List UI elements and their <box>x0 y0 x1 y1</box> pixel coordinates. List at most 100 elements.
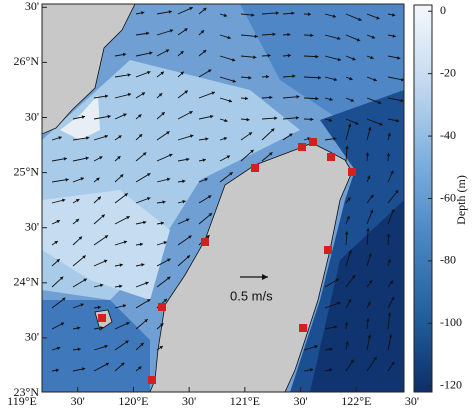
vector-head <box>99 283 104 288</box>
vector-head <box>369 209 374 214</box>
vector-head <box>185 218 190 222</box>
vector-head <box>147 70 151 75</box>
vector-head <box>142 152 147 156</box>
station <box>148 376 156 384</box>
vector-head <box>158 93 163 97</box>
vector-head <box>205 137 209 141</box>
vector-head <box>226 155 231 159</box>
vector-head <box>81 115 86 119</box>
vector-head <box>159 346 163 350</box>
vector-head <box>310 117 314 122</box>
vector-head <box>347 197 351 201</box>
vector-head <box>333 325 338 329</box>
vector-head <box>166 177 171 182</box>
colorbar-label: Depth (m) <box>454 175 468 225</box>
vector-head <box>184 28 188 32</box>
vector-head <box>356 38 361 42</box>
vector-head <box>127 73 131 77</box>
vector-head <box>400 77 404 82</box>
vector-head <box>248 75 252 80</box>
colorbar-tick-label: -100 <box>440 315 462 329</box>
station <box>299 324 307 332</box>
station <box>309 138 317 146</box>
deep-sea <box>310 200 404 392</box>
vector-head <box>168 153 173 158</box>
x-tick-label: 30' <box>182 394 196 408</box>
vector-head <box>373 357 377 361</box>
vector-head <box>292 74 296 78</box>
vector-head <box>204 178 208 182</box>
vector-head <box>122 52 127 57</box>
vector-head <box>119 263 123 267</box>
vector-head <box>391 361 395 366</box>
vector-head <box>75 218 80 223</box>
vector-head <box>77 347 81 352</box>
vector-head <box>202 50 207 54</box>
vector-head <box>344 231 349 235</box>
vector-head <box>377 100 382 105</box>
vector-head <box>144 319 148 323</box>
x-tick-label: 30' <box>405 394 419 408</box>
vector-head <box>58 136 62 140</box>
vector-head <box>80 303 84 307</box>
vector-head <box>227 35 231 40</box>
vector-head <box>140 342 144 347</box>
vector-head <box>309 368 314 372</box>
vector-head <box>167 258 171 262</box>
vector-head <box>186 157 190 162</box>
vector-head <box>231 58 236 62</box>
vector-head <box>126 321 130 326</box>
vector-head <box>141 11 145 15</box>
vector-head <box>307 12 311 17</box>
vector-head <box>391 209 395 213</box>
vector-head <box>386 152 391 157</box>
vector-head <box>147 196 151 201</box>
vector-head <box>250 149 254 154</box>
vector-head <box>97 196 101 200</box>
vector-head <box>373 77 377 82</box>
vector-head <box>224 118 228 123</box>
vector-head <box>101 214 105 218</box>
vector-head <box>337 301 341 306</box>
vector-head <box>75 199 80 203</box>
vector-head <box>146 173 151 177</box>
vector-head <box>141 92 146 96</box>
vector-head <box>270 128 275 132</box>
vector-head <box>117 156 121 160</box>
vector-head <box>223 13 228 18</box>
vector-head <box>56 346 61 351</box>
vector-head <box>96 177 100 182</box>
y-tick-label: 25°N <box>14 164 40 178</box>
vector-head <box>254 34 258 39</box>
vector-head <box>333 77 338 82</box>
vector-head <box>367 334 372 339</box>
vector-head <box>295 116 299 120</box>
x-tick-label: 30' <box>293 394 307 408</box>
x-tick-label: 120°E <box>118 394 148 408</box>
scale-arrow-head <box>262 274 268 280</box>
vector-head <box>119 174 124 178</box>
vector-head <box>123 113 127 117</box>
vector-head <box>104 235 109 239</box>
vector-head <box>82 255 86 259</box>
vector-head <box>65 178 69 182</box>
vector-head <box>388 334 393 338</box>
vector-head <box>390 170 394 174</box>
vector-head <box>335 278 339 282</box>
vector-head <box>395 118 400 123</box>
vector-head <box>268 152 273 156</box>
y-tick-label: 26°N <box>14 54 40 68</box>
vector-head <box>367 301 371 306</box>
vector-head <box>141 263 145 267</box>
vector-head <box>138 134 143 138</box>
vector-head <box>347 298 352 303</box>
vector-head <box>386 233 391 237</box>
vector-head <box>366 228 370 232</box>
vector-head <box>119 284 123 289</box>
vector-head <box>125 340 129 344</box>
sea <box>42 300 150 392</box>
vector-head <box>99 156 103 160</box>
vector-head <box>269 95 273 100</box>
vector-head <box>358 17 362 21</box>
